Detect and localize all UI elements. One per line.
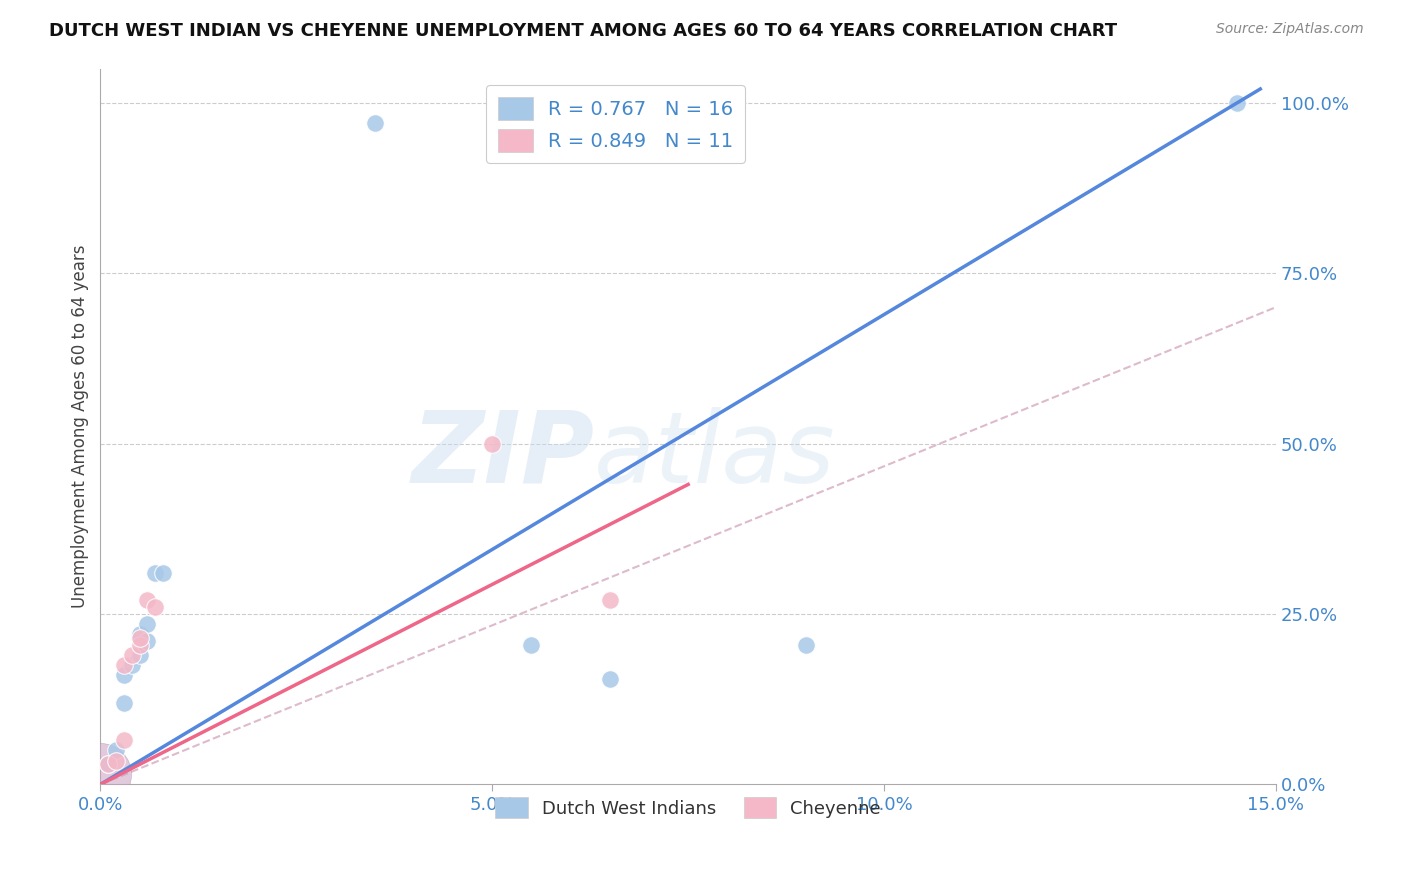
Point (112, 696, 135, 710)
Point (143, 566, 166, 580)
Point (105, 743, 128, 757)
Point (520, 638, 543, 652)
Point (121, 658, 143, 673)
Point (105, 754, 128, 768)
Point (121, 648, 143, 662)
Point (97, 756, 120, 771)
Text: Source: ZipAtlas.com: Source: ZipAtlas.com (1216, 22, 1364, 37)
Point (599, 672, 621, 686)
Point (128, 631, 150, 645)
Text: DUTCH WEST INDIAN VS CHEYENNE UNEMPLOYMENT AMONG AGES 60 TO 64 YEARS CORRELATION: DUTCH WEST INDIAN VS CHEYENNE UNEMPLOYME… (49, 22, 1118, 40)
Text: ZIP: ZIP (411, 407, 595, 504)
Point (143, 600, 166, 615)
Point (136, 593, 159, 607)
Point (1226, 95, 1249, 110)
Point (128, 648, 150, 662)
Point (89, 767, 111, 781)
Point (481, 436, 503, 450)
Point (136, 617, 159, 632)
Point (112, 733, 135, 747)
Point (128, 627, 150, 641)
Legend: Dutch West Indians, Cheyenne: Dutch West Indians, Cheyenne (488, 790, 889, 825)
Point (136, 634, 159, 648)
Point (152, 566, 174, 580)
Point (128, 638, 150, 652)
Point (97, 756, 120, 771)
Text: atlas: atlas (595, 407, 835, 504)
Point (599, 593, 621, 607)
Point (112, 658, 135, 673)
Point (794, 638, 817, 652)
Y-axis label: Unemployment Among Ages 60 to 64 years: Unemployment Among Ages 60 to 64 years (72, 244, 89, 608)
Point (112, 668, 135, 682)
Point (363, 116, 385, 130)
